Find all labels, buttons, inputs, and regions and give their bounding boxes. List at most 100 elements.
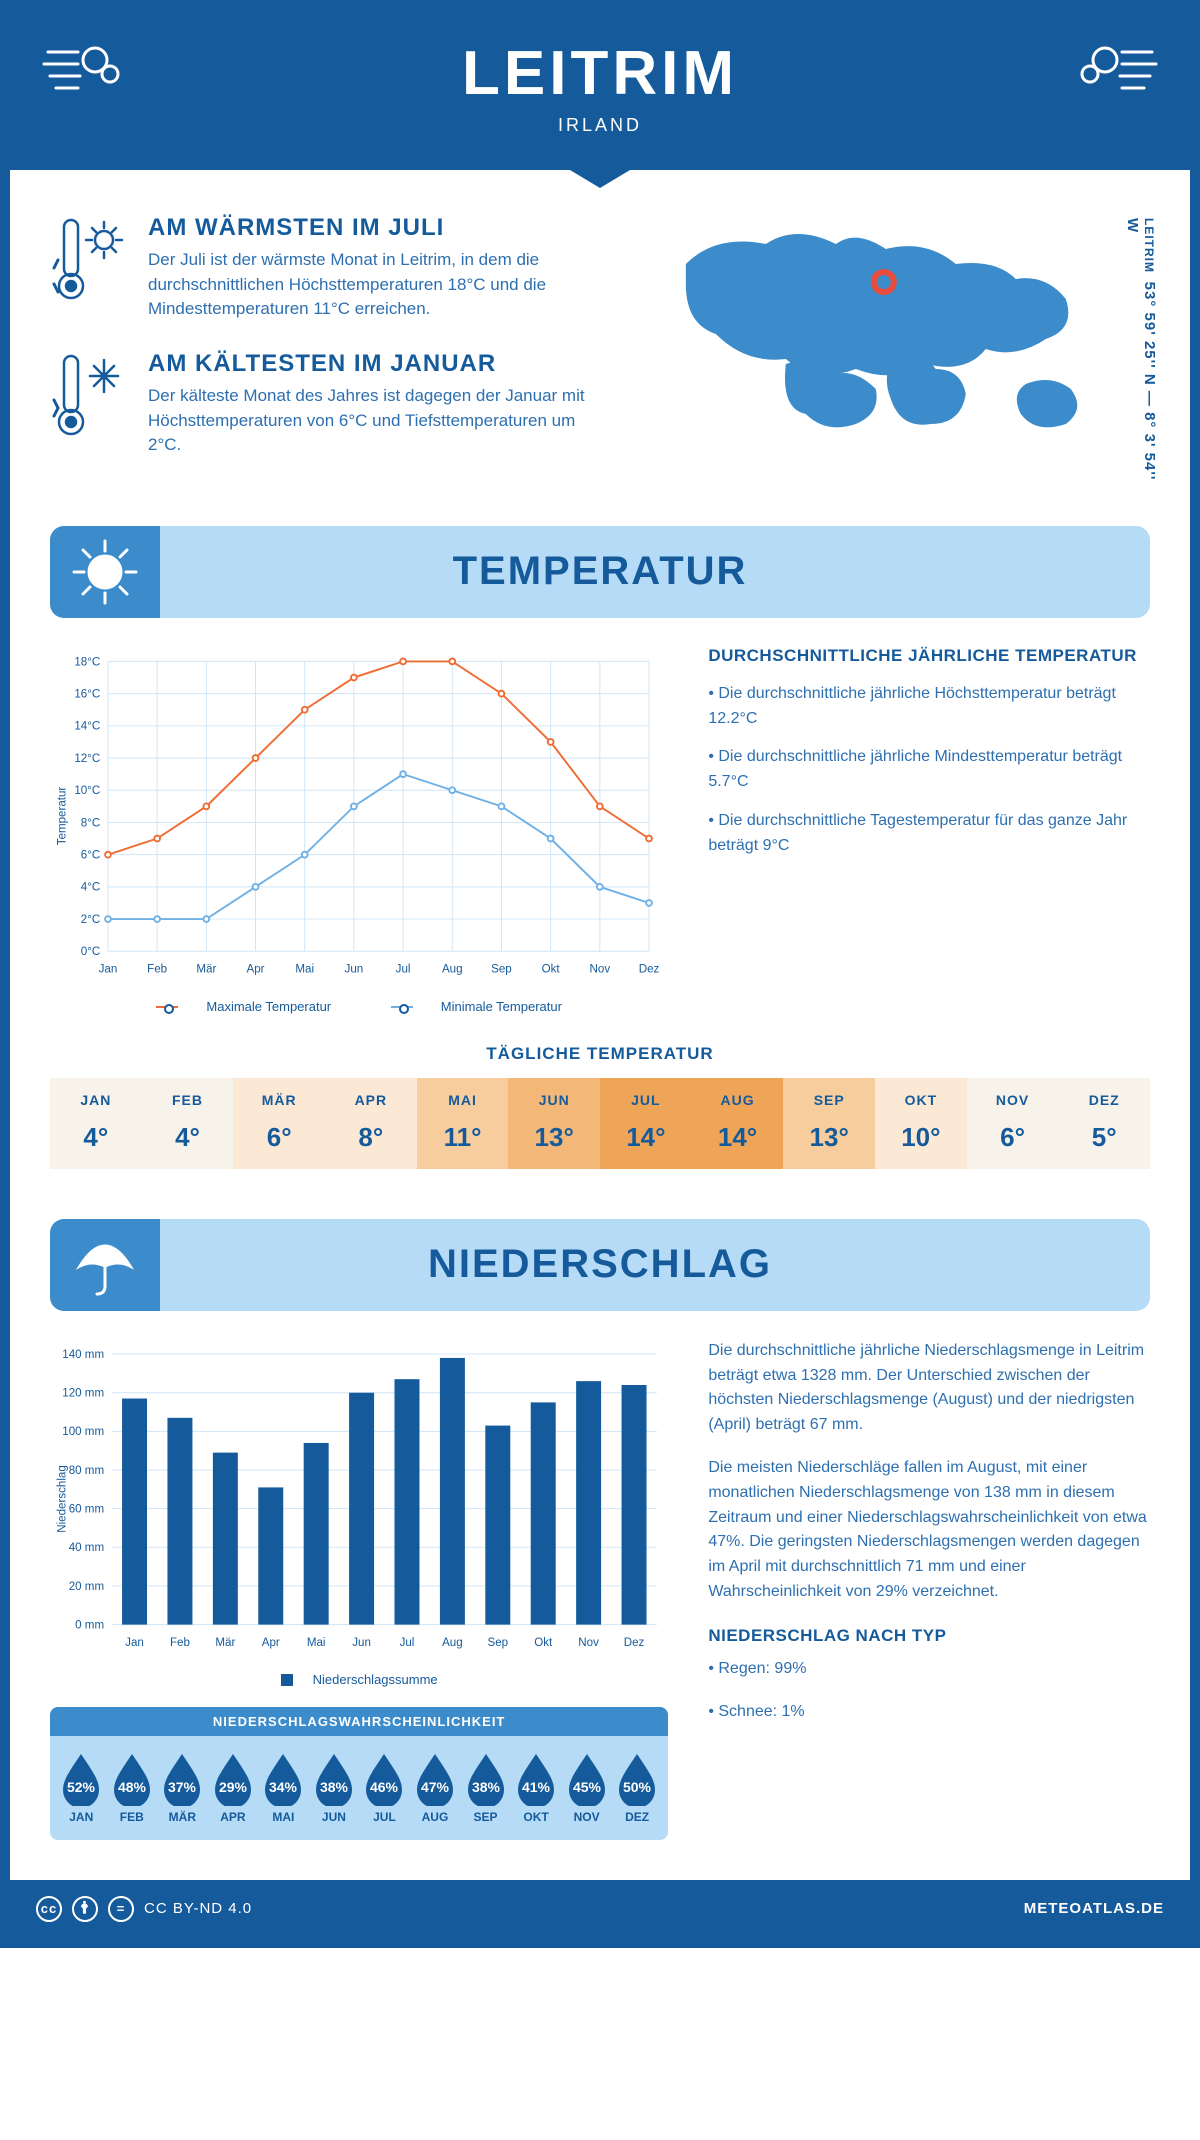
svg-text:100 mm: 100 mm (62, 1426, 104, 1438)
svg-text:Mai: Mai (295, 963, 314, 975)
svg-text:Feb: Feb (147, 963, 167, 975)
svg-text:Nov: Nov (578, 1637, 599, 1649)
by-icon: 🛉 (72, 1896, 98, 1922)
svg-text:40 mm: 40 mm (69, 1542, 104, 1554)
svg-text:Jun: Jun (345, 963, 364, 975)
precip-chart-legend: Niederschlagssumme (50, 1672, 668, 1687)
svg-text:Mär: Mär (196, 963, 216, 975)
svg-text:29%: 29% (219, 1779, 248, 1795)
svg-text:16°C: 16°C (74, 688, 100, 700)
rain-drop: 48%FEB (107, 1750, 158, 1824)
precipitation-bar-chart: 0 mm20 mm40 mm60 mm80 mm100 mm120 mm140 … (50, 1339, 668, 1659)
page-subtitle: IRLAND (10, 115, 1190, 136)
cold-title: AM KÄLTESTEN IM JANUAR (148, 350, 608, 378)
rain-drop: 52%JAN (56, 1750, 107, 1824)
rain-drop: 34%MAI (258, 1750, 309, 1824)
license: cc 🛉 = CC BY-ND 4.0 (36, 1896, 252, 1922)
daily-cell: MÄR6° (233, 1078, 325, 1169)
daily-cell: SEP13° (783, 1078, 875, 1169)
rain-drop: 38%JUN (309, 1750, 360, 1824)
temp-chart-legend: Maximale Temperatur Minimale Temperatur (50, 999, 668, 1014)
sun-icon (50, 526, 160, 618)
svg-text:Dez: Dez (624, 1637, 645, 1649)
daily-cell: OKT10° (875, 1078, 967, 1169)
temperature-line-chart: 0°C2°C4°C6°C8°C10°C12°C14°C16°C18°CJanFe… (50, 646, 668, 986)
precip-paragraph: Die meisten Niederschläge fallen im Augu… (708, 1456, 1150, 1605)
svg-text:Aug: Aug (442, 963, 463, 975)
cc-icon: cc (36, 1896, 62, 1922)
precip-type-heading: NIEDERSCHLAG NACH TYP (708, 1623, 1150, 1649)
svg-text:52%: 52% (67, 1779, 96, 1795)
prob-heading: NIEDERSCHLAGSWAHRSCHEINLICHKEIT (50, 1707, 668, 1736)
svg-text:2°C: 2°C (81, 914, 100, 926)
thermometer-snow-icon (50, 350, 128, 440)
section-head-precipitation: NIEDERSCHLAG (50, 1219, 1150, 1311)
svg-text:Jan: Jan (99, 963, 118, 975)
svg-text:18°C: 18°C (74, 656, 100, 668)
svg-text:Mai: Mai (307, 1637, 326, 1649)
svg-text:Nov: Nov (590, 963, 611, 975)
svg-text:120 mm: 120 mm (62, 1387, 104, 1399)
temp-bullet: • Die durchschnittliche jährliche Mindes… (708, 745, 1150, 795)
svg-text:48%: 48% (118, 1779, 147, 1795)
svg-text:Apr: Apr (262, 1637, 280, 1649)
svg-text:10°C: 10°C (74, 785, 100, 797)
wind-icon (1070, 30, 1160, 105)
site-name: METEOATLAS.DE (1024, 1900, 1164, 1917)
rain-drop: 47%AUG (410, 1750, 461, 1824)
nd-icon: = (108, 1896, 134, 1922)
daily-temp-strip: JAN4°FEB4°MÄR6°APR8°MAI11°JUN13°JUL14°AU… (50, 1078, 1150, 1169)
svg-text:60 mm: 60 mm (69, 1503, 104, 1515)
world-map-icon (642, 214, 1150, 444)
daily-cell: JUN13° (508, 1078, 600, 1169)
svg-text:Sep: Sep (488, 1637, 509, 1649)
precip-bullet: • Regen: 99% (708, 1657, 1150, 1682)
precip-paragraph: Die durchschnittliche jährliche Niedersc… (708, 1339, 1150, 1438)
page-title: LEITRIM (10, 38, 1190, 109)
daily-cell: DEZ5° (1058, 1078, 1150, 1169)
svg-text:Feb: Feb (170, 1637, 190, 1649)
daily-cell: JUL14° (600, 1078, 692, 1169)
svg-text:20 mm: 20 mm (69, 1581, 104, 1593)
daily-cell: APR8° (325, 1078, 417, 1169)
svg-text:80 mm: 80 mm (69, 1465, 104, 1477)
section-title-precipitation: NIEDERSCHLAG (160, 1242, 1150, 1287)
svg-text:Jan: Jan (125, 1637, 144, 1649)
rain-drop: 38%SEP (460, 1750, 511, 1824)
coordinates: LEITRIM 53° 59' 25'' N — 8° 3' 54'' W (1124, 218, 1158, 486)
svg-text:Sep: Sep (491, 963, 512, 975)
rain-drop: 50%DEZ (612, 1750, 663, 1824)
daily-temp-heading: TÄGLICHE TEMPERATUR (50, 1044, 1150, 1064)
rain-drop: 37%MÄR (157, 1750, 208, 1824)
daily-cell: NOV6° (967, 1078, 1059, 1169)
svg-text:Jun: Jun (352, 1637, 371, 1649)
svg-text:Niederschlag: Niederschlag (56, 1465, 68, 1533)
svg-text:50%: 50% (623, 1779, 652, 1795)
chevron-down-icon (570, 170, 630, 188)
temp-bullet: • Die durchschnittliche Tagestemperatur … (708, 809, 1150, 859)
svg-text:47%: 47% (421, 1779, 450, 1795)
warm-title: AM WÄRMSTEN IM JULI (148, 214, 608, 242)
svg-text:0 mm: 0 mm (75, 1619, 104, 1631)
daily-cell: JAN4° (50, 1078, 142, 1169)
svg-text:45%: 45% (573, 1779, 602, 1795)
svg-text:38%: 38% (320, 1779, 349, 1795)
wind-icon (40, 30, 130, 105)
temp-bullet: • Die durchschnittliche jährliche Höchst… (708, 682, 1150, 732)
cold-text: Der kälteste Monat des Jahres ist dagege… (148, 384, 608, 458)
daily-cell: MAI11° (417, 1078, 509, 1169)
svg-text:Dez: Dez (639, 963, 660, 975)
rain-drop: 46%JUL (359, 1750, 410, 1824)
svg-text:Aug: Aug (442, 1637, 463, 1649)
header: LEITRIM IRLAND (10, 10, 1190, 170)
temp-text-heading: DURCHSCHNITTLICHE JÄHRLICHE TEMPERATUR (708, 646, 1150, 666)
svg-text:12°C: 12°C (74, 753, 100, 765)
warm-text: Der Juli ist der wärmste Monat in Leitri… (148, 248, 608, 322)
svg-text:Okt: Okt (534, 1637, 553, 1649)
svg-text:Jul: Jul (400, 1637, 415, 1649)
svg-text:6°C: 6°C (81, 849, 100, 861)
section-title-temperature: TEMPERATUR (160, 549, 1150, 594)
svg-text:14°C: 14°C (74, 721, 100, 733)
precipitation-probability-box: NIEDERSCHLAGSWAHRSCHEINLICHKEIT 52%JAN48… (50, 1707, 668, 1840)
footer: cc 🛉 = CC BY-ND 4.0 METEOATLAS.DE (10, 1880, 1190, 1938)
